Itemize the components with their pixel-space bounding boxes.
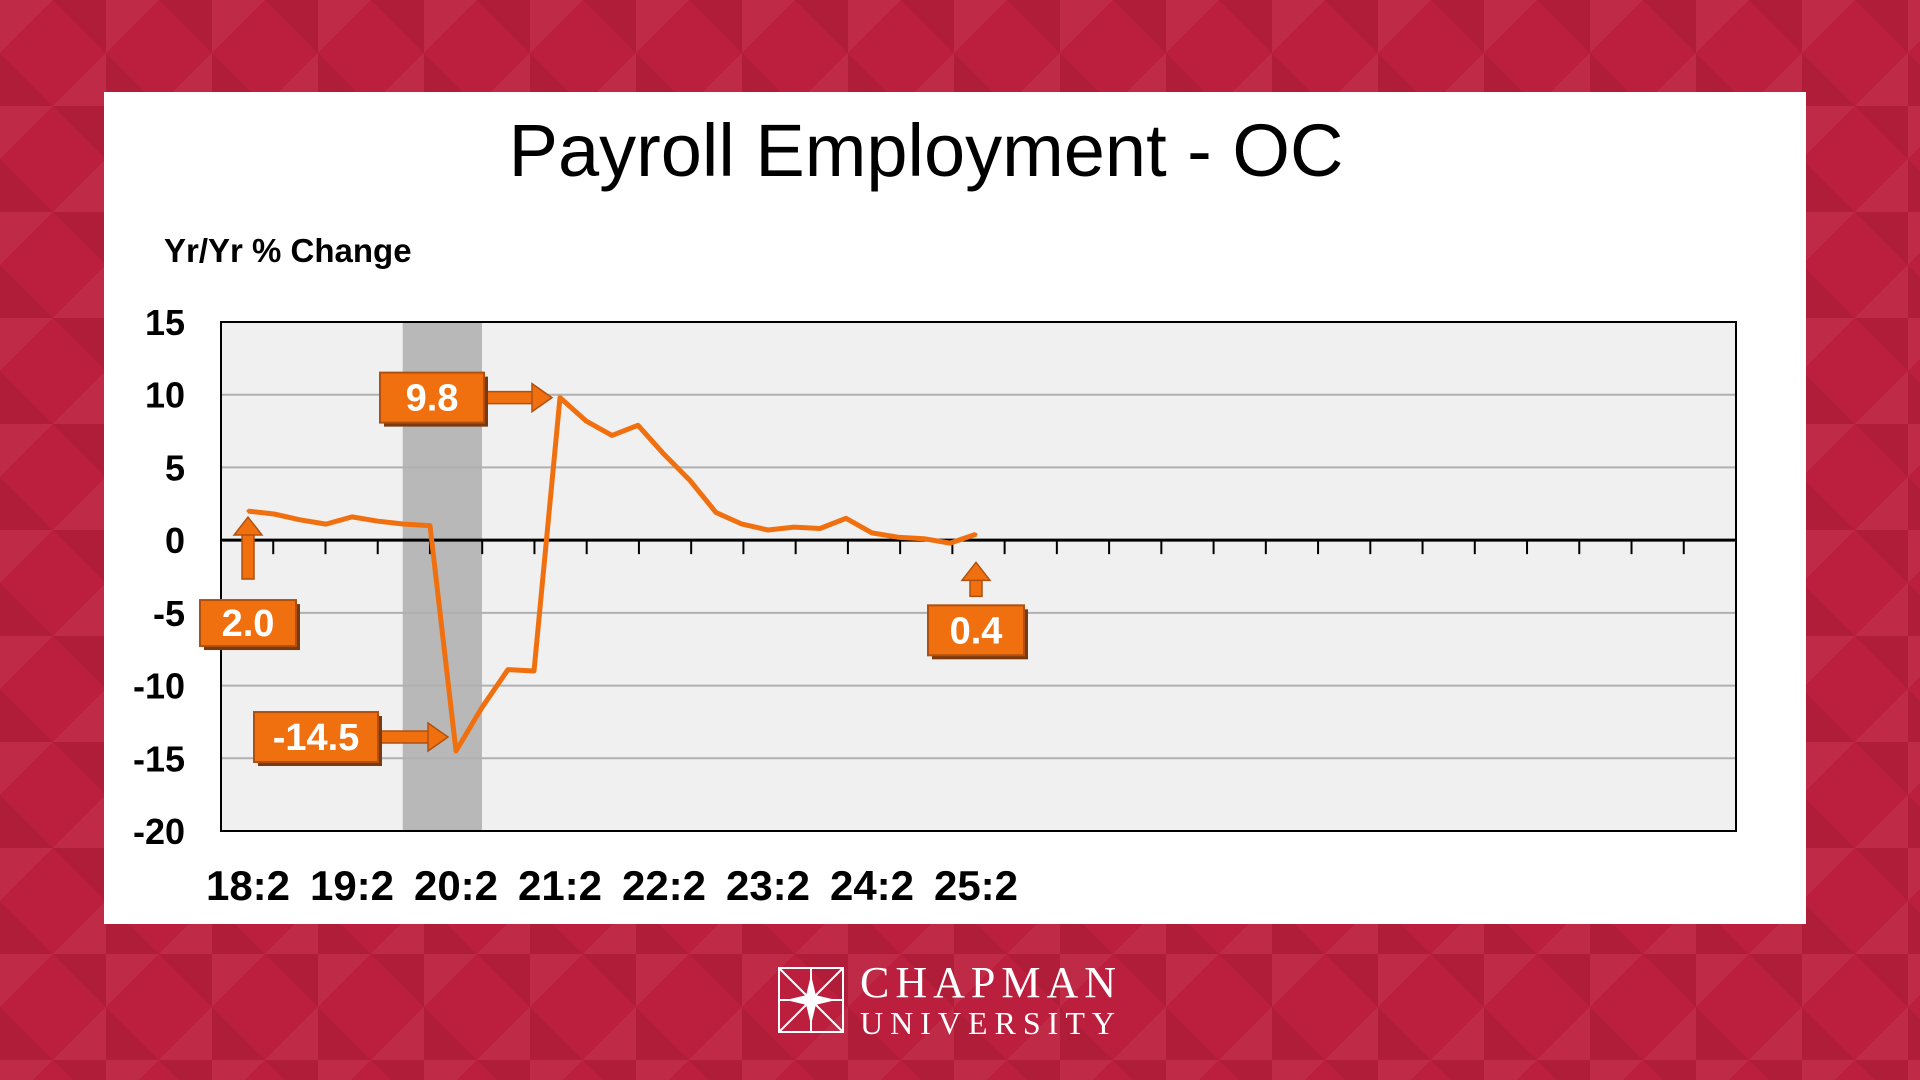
x-tick-label: 18:2 xyxy=(206,862,290,909)
callout-arrowhead xyxy=(531,382,554,414)
data-point xyxy=(272,512,276,516)
data-point xyxy=(870,531,874,535)
data-point xyxy=(792,525,796,529)
data-point xyxy=(636,423,640,427)
data-point xyxy=(584,419,588,423)
callout-arrowhead xyxy=(232,515,264,536)
chapman-starburst-logo-icon xyxy=(778,967,844,1033)
data-point xyxy=(428,524,432,528)
data-point xyxy=(948,541,952,545)
y-tick-label: -10 xyxy=(133,666,185,707)
x-tick-label: 25:2 xyxy=(934,862,1018,909)
data-point xyxy=(376,519,380,523)
x-tick-label: 23:2 xyxy=(726,862,810,909)
callout-label: -14.5 xyxy=(273,717,360,759)
callout-label: 0.4 xyxy=(950,610,1003,652)
chart-panel: Payroll Employment - OC Yr/Yr % Change 1… xyxy=(104,92,1806,924)
y-tick-label: -5 xyxy=(153,593,185,634)
data-point xyxy=(688,479,692,483)
chapman-logo: CHAPMAN UNIVERSITY xyxy=(778,958,1123,1041)
y-tick-label: 0 xyxy=(165,520,185,561)
data-point xyxy=(454,749,458,753)
chart-title: Payroll Employment - OC xyxy=(509,109,1344,192)
data-point xyxy=(324,522,328,526)
data-point xyxy=(610,433,614,437)
callout-box xyxy=(927,604,1025,657)
data-point xyxy=(818,527,822,531)
plot-border xyxy=(220,321,1737,832)
data-point xyxy=(350,515,354,519)
data-point xyxy=(402,522,406,526)
callout-arrowhead xyxy=(960,561,992,582)
callout-arrow xyxy=(241,532,255,580)
data-point xyxy=(246,509,250,513)
data-point xyxy=(532,669,536,673)
y-tick-label: -20 xyxy=(133,811,185,852)
callout-box xyxy=(379,371,485,424)
y-axis-label: Yr/Yr % Change xyxy=(164,232,412,269)
data-point xyxy=(896,535,900,539)
data-point xyxy=(558,396,562,400)
data-point xyxy=(844,516,848,520)
data-point xyxy=(714,511,718,515)
callout-label: 9.8 xyxy=(406,378,459,420)
data-point xyxy=(974,532,978,536)
logo-text-chapman: CHAPMAN xyxy=(860,958,1123,1007)
data-point xyxy=(506,668,510,672)
x-tick-label: 24:2 xyxy=(830,862,914,909)
x-tick-label: 20:2 xyxy=(414,862,498,909)
callout-box xyxy=(199,599,297,648)
callout-box xyxy=(253,711,379,764)
y-tick-label: 10 xyxy=(145,375,185,416)
x-tick-label: 19:2 xyxy=(310,862,394,909)
data-point xyxy=(298,518,302,522)
data-point xyxy=(480,705,484,709)
y-tick-label: 15 xyxy=(145,302,185,343)
x-tick-label: 22:2 xyxy=(622,862,706,909)
data-point xyxy=(740,522,744,526)
logo-text-university: UNIVERSITY xyxy=(860,1005,1122,1041)
callout-label: 2.0 xyxy=(222,603,275,645)
data-point xyxy=(922,537,926,541)
data-point xyxy=(766,528,770,532)
x-tick-label: 21:2 xyxy=(518,862,602,909)
data-point xyxy=(662,452,666,456)
callout-arrowhead xyxy=(427,721,450,753)
y-tick-label: 5 xyxy=(165,447,185,488)
chart-svg: Payroll Employment - OC Yr/Yr % Change 1… xyxy=(133,109,1737,909)
y-tick-label: -15 xyxy=(133,738,185,779)
plot-area: 15 10 5 0 -5 -10 -15 -20 18:2 19:2 20:2 21:2 22:2 23:… xyxy=(133,302,1737,909)
